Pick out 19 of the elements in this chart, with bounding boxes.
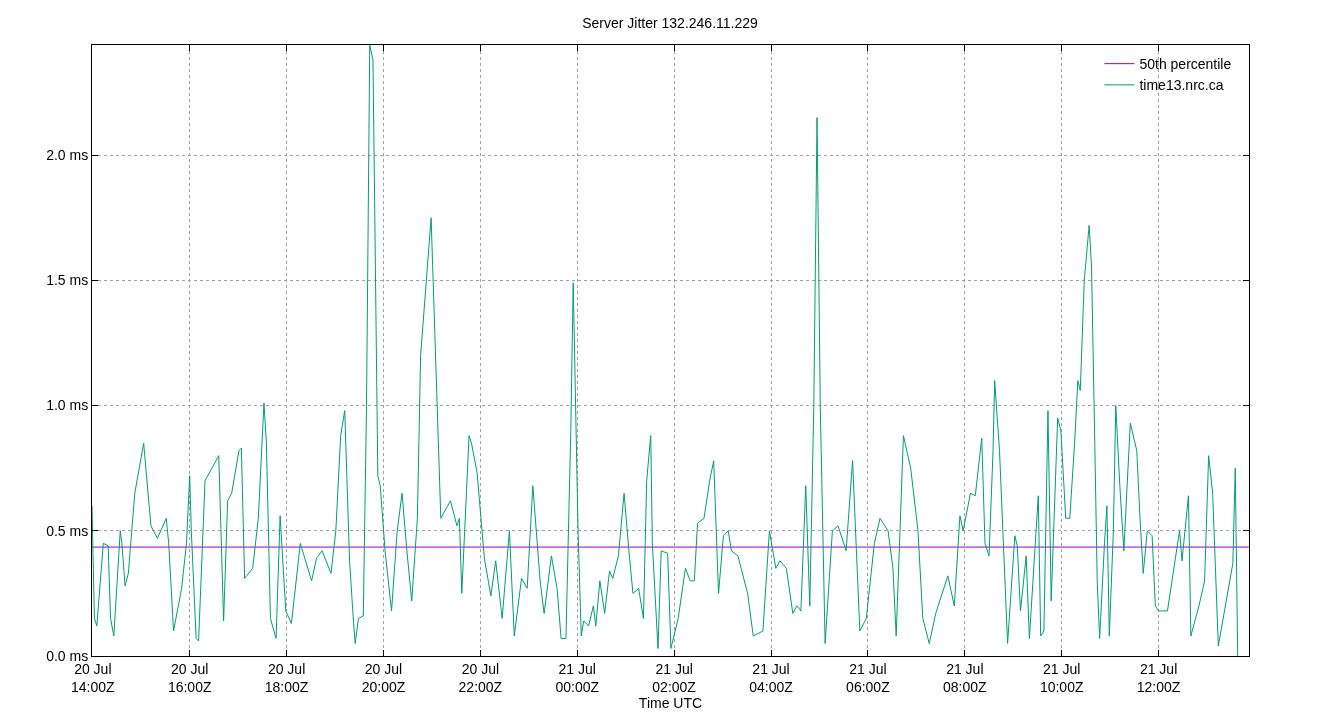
y-tick-label: 0.5 ms [46, 522, 89, 539]
x-tick-label: 21 Jul 08:00Z [943, 660, 988, 695]
x-axis-title: Time UTC [638, 695, 703, 712]
legend-label: time13.nrc.ca [1139, 77, 1224, 94]
y-tick-label: 1.0 ms [46, 397, 89, 414]
legend-label: 50th percentile [1139, 56, 1232, 73]
x-tick-label: 21 Jul 04:00Z [749, 660, 794, 695]
x-tick-label: 21 Jul 02:00Z [652, 660, 697, 695]
chart-title: Server Jitter 132.246.11.229 [582, 14, 759, 31]
x-tick-label: 20 Jul 18:00Z [264, 660, 309, 695]
y-tick-label: 2.0 ms [46, 147, 89, 164]
x-tick-label: 21 Jul 10:00Z [1039, 660, 1084, 695]
x-tick-label: 21 Jul 06:00Z [846, 660, 891, 695]
x-tick-label: 20 Jul 22:00Z [458, 660, 503, 695]
x-tick-label: 20 Jul 20:00Z [361, 660, 406, 695]
y-tick-label: 1.5 ms [46, 272, 89, 289]
x-tick-label: 20 Jul 16:00Z [167, 660, 212, 695]
x-tick-label: 21 Jul 00:00Z [555, 660, 600, 695]
x-tick-label: 21 Jul 12:00Z [1136, 660, 1181, 695]
